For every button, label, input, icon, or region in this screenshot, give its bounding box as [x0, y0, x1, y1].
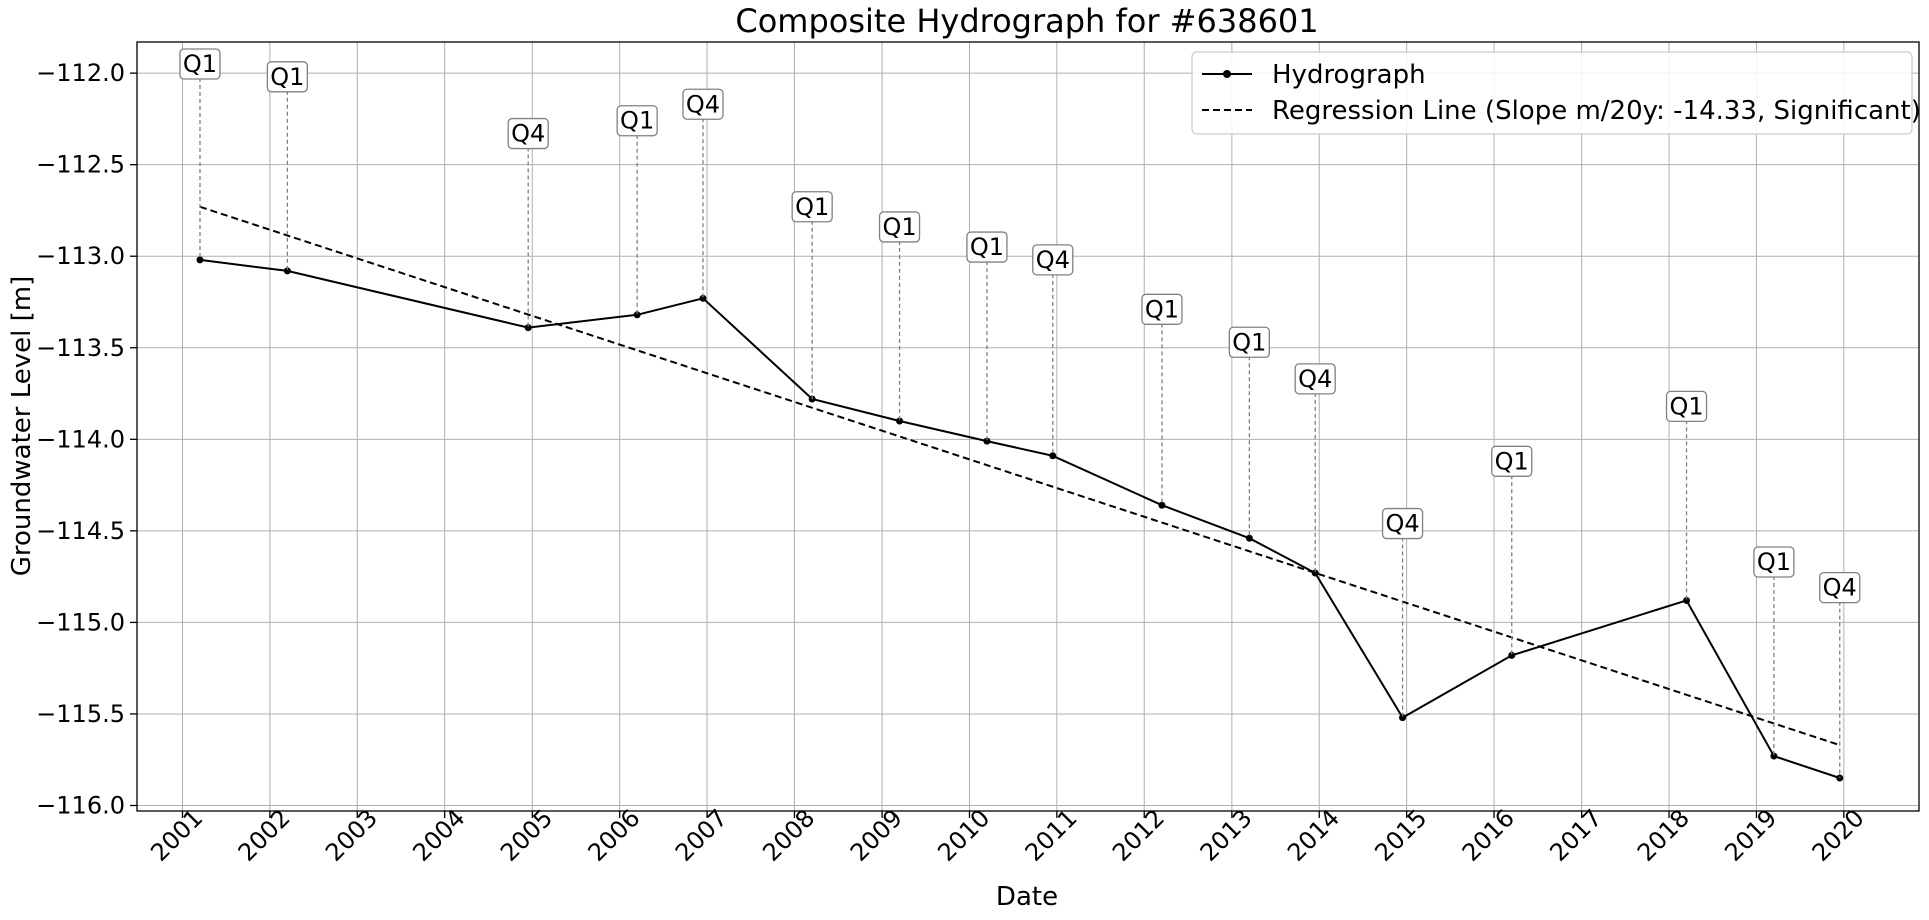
- annotation-label: Q1: [1757, 548, 1791, 576]
- gridlines: [137, 42, 1919, 811]
- plot-frame: [136, 41, 1920, 812]
- x-tick-label: 2003: [320, 804, 383, 867]
- x-tick-label: 2006: [583, 804, 646, 867]
- legend: Hydrograph Regression Line (Slope m/20y:…: [1191, 51, 1921, 135]
- annotation-box: [1228, 326, 1270, 358]
- x-tick-label: 2004: [408, 804, 471, 867]
- annotation-label: Q1: [1495, 447, 1529, 475]
- x-tick-label: 2015: [1369, 804, 1432, 867]
- hydrograph-point: [1508, 651, 1516, 659]
- y-tick-label: −115.0: [36, 608, 125, 636]
- annotation-label: Q1: [1232, 328, 1266, 356]
- x-tick-label: 2014: [1282, 804, 1345, 867]
- annotation-label: Q1: [1145, 295, 1179, 323]
- annotation-box: [1141, 293, 1183, 325]
- x-tick-label: 2019: [1719, 804, 1782, 867]
- x-tick-label: 2008: [757, 804, 820, 867]
- x-tick-label: 2010: [932, 804, 995, 867]
- hydrograph-point: [1049, 452, 1057, 460]
- annotation-box: [266, 61, 309, 93]
- x-tick-label: 2017: [1545, 804, 1608, 867]
- annotation-box: [616, 105, 658, 137]
- legend-hydrograph-marker: [1223, 70, 1231, 78]
- annotation-box: [682, 88, 724, 120]
- annotation-box: [1381, 507, 1424, 540]
- x-axis: 2001 2002 2003 2004 2005 2006 2007 2008 2009 2010…: [145, 804, 1869, 867]
- hydrograph-line: [199, 258, 1841, 779]
- regression-line-layer: [199, 205, 1841, 747]
- annotation-label: Q4: [1823, 574, 1857, 602]
- annotation-label: Q4: [1385, 510, 1419, 538]
- annotation-label: Q1: [882, 213, 916, 241]
- legend-hydrograph-label: Hydrograph: [1272, 60, 1426, 90]
- annotation-label: Q1: [270, 63, 304, 91]
- annotation-box: [1491, 445, 1533, 477]
- annotation-label: Q4: [1036, 246, 1070, 274]
- annotation-box: [791, 191, 833, 223]
- annotation-label: Q1: [1669, 392, 1703, 420]
- quarter-annotations: Q1 Q1 Q4 Q1 Q4 Q1 Q1 Q1 Q4 Q1 Q1 Q4 Q4 Q1 Q1 Q1 Q4: [179, 48, 1861, 779]
- hydrograph-point: [633, 311, 641, 319]
- y-tick-label: −114.0: [36, 425, 125, 453]
- hydrograph-point: [1245, 534, 1253, 542]
- annotation-label: Q1: [183, 50, 217, 78]
- y-tick-label: −113.5: [36, 334, 125, 362]
- annotation-box: [1294, 363, 1336, 395]
- x-tick-label: 2012: [1107, 804, 1170, 867]
- annotation-box: [179, 48, 221, 80]
- x-axis-title: Date: [996, 882, 1058, 912]
- annotation-label: Q1: [970, 233, 1004, 261]
- annotation-box: [1032, 244, 1074, 276]
- x-tick-label: 2007: [670, 804, 733, 867]
- hydrograph-point: [1158, 501, 1166, 509]
- hydrograph-point: [1683, 596, 1691, 604]
- x-tick-label: 2013: [1195, 804, 1258, 867]
- legend-box: [1191, 51, 1913, 135]
- annotation-label: Q4: [1298, 365, 1332, 393]
- annotation-box: [966, 231, 1008, 263]
- hydrograph-point: [1399, 714, 1407, 722]
- x-tick-label: 2005: [495, 804, 558, 867]
- hydrograph-point: [196, 256, 204, 264]
- x-tick-label: 2018: [1632, 804, 1695, 867]
- x-tick-label: 2002: [233, 804, 296, 867]
- hydrograph-point: [699, 294, 707, 302]
- y-axis-title: Groundwater Level [m]: [7, 276, 37, 577]
- annotation-label: Q4: [511, 120, 545, 148]
- regression-line: [199, 205, 1841, 747]
- annotation-label: Q1: [620, 107, 654, 135]
- hydrograph-point: [896, 417, 904, 425]
- x-tick-label: 2001: [145, 804, 208, 867]
- y-tick-label: −113.0: [36, 242, 125, 270]
- y-tick-label: −114.5: [36, 517, 125, 545]
- annotation-box: [1819, 571, 1861, 604]
- annotation-label: Q4: [686, 90, 720, 118]
- hydrograph-point: [524, 324, 532, 332]
- y-tick-label: −115.5: [36, 700, 125, 728]
- y-tick-label: −112.0: [36, 59, 125, 87]
- x-tick-label: 2009: [845, 804, 908, 867]
- annotation-box: [1665, 390, 1708, 423]
- hydrograph-point: [1311, 569, 1319, 577]
- hydrograph-point: [983, 437, 991, 445]
- annotation-box: [878, 211, 921, 243]
- y-tick-label: −116.0: [36, 792, 125, 820]
- chart-title: Composite Hydrograph for #638601: [735, 2, 1318, 40]
- annotation-box: [507, 117, 549, 150]
- hydrograph-line-layer: [196, 256, 1844, 782]
- x-tick-label: 2020: [1807, 804, 1870, 867]
- annotation-box: [1753, 546, 1795, 578]
- hydrograph-point: [283, 267, 291, 275]
- annotation-label: Q1: [795, 193, 829, 221]
- legend-regression-label: Regression Line (Slope m/20y: -14.33, Si…: [1272, 96, 1921, 126]
- y-tick-label: −112.5: [36, 151, 125, 179]
- y-axis: −112.0 −112.5 −113.0 −113.5 −114.0 −114.5 −115…: [36, 59, 137, 820]
- x-tick-label: 2011: [1020, 804, 1083, 867]
- hydrograph-point: [1770, 752, 1778, 760]
- x-tick-label: 2016: [1457, 804, 1520, 867]
